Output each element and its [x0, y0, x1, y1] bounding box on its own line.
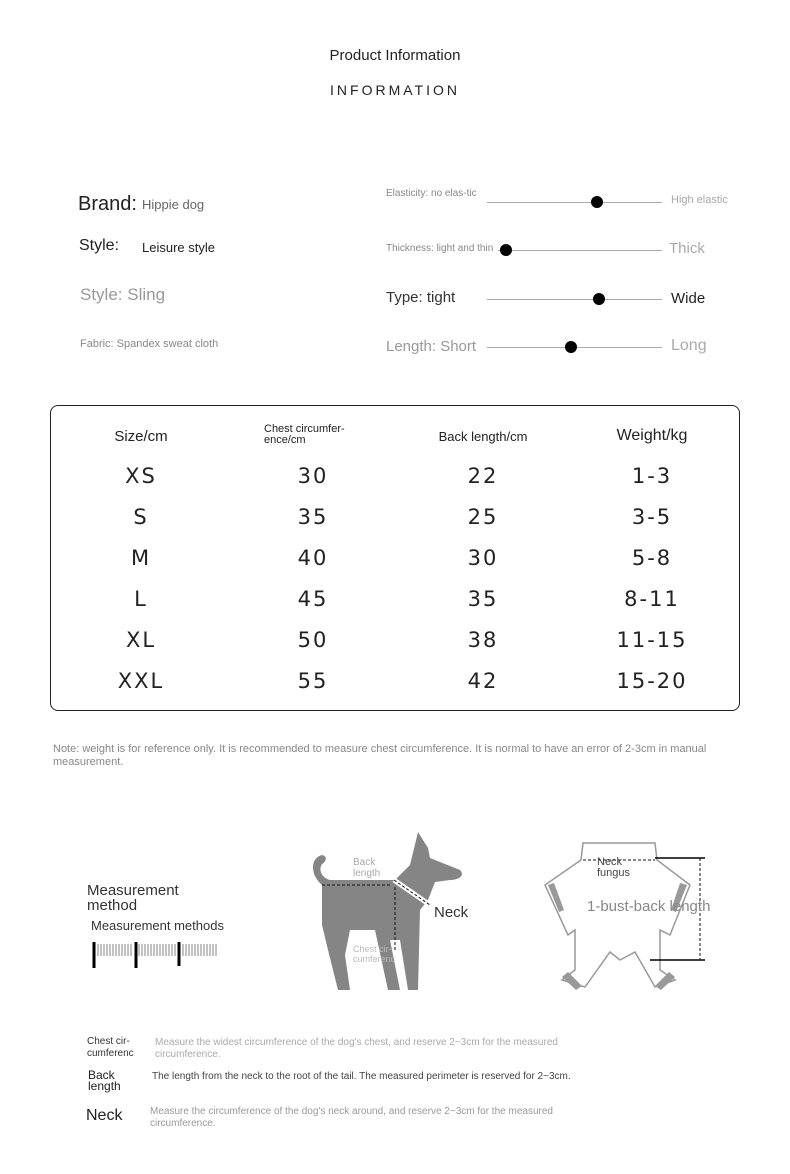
table-cell: 30	[467, 546, 499, 570]
table-cell: 8-11	[624, 587, 680, 611]
table-cell: 5-8	[631, 546, 673, 570]
length-right: Long	[671, 337, 707, 354]
desc-back: The length from the neck to the root of …	[152, 1071, 571, 1082]
table-cell: 25	[467, 505, 499, 529]
table-cell: 42	[467, 669, 499, 693]
header-weight: Weight/kg	[616, 427, 688, 444]
thickness-track	[498, 244, 662, 256]
table-cell: 15-20	[616, 669, 688, 693]
elasticity-track	[487, 196, 662, 208]
term-neck: Neck	[86, 1107, 123, 1124]
thickness-left: Thickness: light and thin	[386, 243, 494, 254]
dog-illustration	[313, 832, 462, 990]
thickness-right: Thick	[669, 240, 705, 257]
measurement-subtitle: Measurement methods	[91, 918, 224, 933]
type-right: Wide	[671, 290, 706, 307]
desc-neck: Measure the circumference of the dog's n…	[150, 1106, 553, 1129]
garment-illustration	[544, 842, 705, 990]
header-size: Size/cm	[114, 428, 168, 445]
length-track	[487, 341, 662, 353]
table-cell: 22	[467, 464, 499, 488]
table-cell: XL	[125, 628, 157, 652]
type-track	[487, 293, 662, 305]
table-cell: S	[133, 505, 149, 529]
table-cell: 50	[297, 628, 329, 652]
table-cell: 35	[297, 505, 329, 529]
table-cell: 11-15	[616, 628, 688, 652]
fabric: Fabric: Spandex sweat cloth	[80, 338, 219, 350]
style-sling: Style: Sling	[80, 285, 166, 304]
brand-value: Hippie dog	[142, 197, 205, 212]
table-cell: L	[134, 587, 148, 611]
size-table: Size/cm Chest circumfer-ence/cm Back len…	[50, 405, 740, 711]
note: Note: weight is for reference only. It i…	[53, 743, 707, 768]
style-value: Leisure style	[142, 240, 215, 255]
table-cell: XS	[125, 464, 157, 488]
ruler-icon	[92, 942, 217, 968]
elasticity-left: Elasticity: no elas-tic	[386, 188, 477, 199]
table-cell: 40	[297, 546, 329, 570]
garment-length-label: 1-bust-back length	[587, 898, 711, 915]
dog-neck-label: Neck	[434, 904, 469, 921]
table-cell: 1-3	[631, 464, 673, 488]
table-cell: 35	[467, 587, 499, 611]
brand-label: Brand:	[78, 193, 137, 215]
term-chest: Chest cir-cumferenc	[87, 1036, 134, 1059]
elasticity-marker	[591, 196, 604, 208]
type-marker	[593, 293, 605, 305]
table-cell: XXL	[117, 669, 165, 693]
page-subtitle: INFORMATION	[330, 82, 460, 98]
header-chest: Chest circumfer-ence/cm	[264, 423, 345, 446]
elasticity-right: High elastic	[671, 194, 728, 206]
table-cell: 3-5	[631, 505, 673, 529]
thickness-marker	[500, 244, 513, 256]
style-label: Style:	[79, 237, 120, 254]
term-back: Back length	[88, 1068, 121, 1093]
dog-back-label: Back length	[353, 857, 381, 879]
length-left: Length: Short	[386, 338, 477, 355]
type-left: Type: tight	[386, 289, 456, 306]
table-cell: 38	[467, 628, 499, 652]
garment-neck-label: Neck fungus	[597, 856, 631, 879]
table-cell: 45	[297, 587, 329, 611]
page-title: Product Information	[329, 47, 461, 64]
table-cell: 30	[297, 464, 329, 488]
dog-chest-label: Chest cir-cumferenc	[353, 944, 396, 964]
desc-chest: Measure the widest circumference of the …	[155, 1037, 558, 1060]
header-back: Back length/cm	[438, 429, 528, 444]
table-cell: M	[130, 546, 152, 570]
length-marker	[565, 341, 577, 353]
measurement-title: Measurement method	[87, 882, 179, 914]
table-cell: 55	[297, 669, 329, 693]
